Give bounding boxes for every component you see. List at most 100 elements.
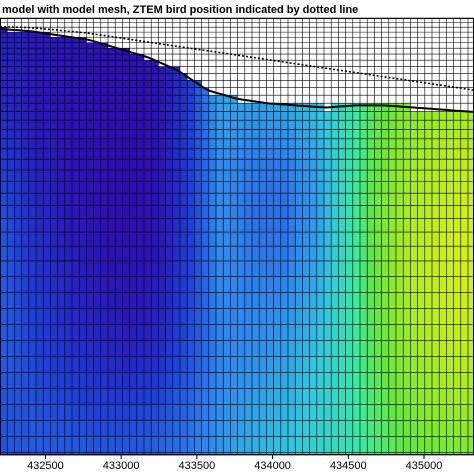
air-cell: [100, 18, 109, 23]
heatmap-cell: [360, 170, 368, 182]
heatmap-cell: [194, 193, 203, 207]
heatmap-cell: [302, 420, 311, 437]
heatmap-cell: [432, 436, 440, 453]
heatmap-cell: [432, 308, 440, 325]
heatmap-cell: [324, 372, 332, 389]
heatmap-cell: [338, 159, 347, 171]
air-cell: [280, 42, 289, 49]
air-cell: [108, 22, 116, 28]
heatmap-cell: [381, 452, 390, 456]
heatmap-cell: [324, 181, 332, 194]
heatmap-cell: [194, 436, 203, 453]
heatmap-cell: [136, 372, 145, 389]
heatmap-cell: [331, 181, 339, 194]
heatmap-cell: [36, 42, 44, 49]
air-cell: [252, 80, 260, 89]
air-cell: [352, 18, 361, 23]
heatmap-cell: [0, 170, 8, 182]
air-cell: [244, 48, 253, 55]
heatmap-cell: [64, 205, 73, 220]
heatmap-cell: [72, 340, 80, 357]
air-cell: [93, 22, 102, 28]
heatmap-cell: [432, 404, 440, 421]
heatmap-cell: [57, 80, 66, 89]
air-cell: [302, 54, 311, 61]
air-cell: [352, 66, 361, 74]
air-cell: [345, 22, 354, 28]
heatmap-cell: [165, 260, 174, 277]
air-cell: [338, 87, 347, 96]
heatmap-cell: [216, 388, 224, 405]
heatmap-cell: [100, 340, 109, 357]
air-cell: [316, 27, 325, 33]
heatmap-cell: [7, 37, 15, 44]
heatmap-cell: [468, 308, 474, 325]
heatmap-cell: [360, 120, 368, 130]
heatmap-cell: [216, 148, 224, 160]
air-cell: [165, 42, 174, 49]
heatmap-cell: [79, 42, 87, 49]
heatmap-cell: [36, 372, 44, 389]
heatmap-cell: [28, 308, 37, 325]
air-cell: [165, 60, 174, 68]
heatmap-cell: [115, 340, 123, 357]
heatmap-cell: [28, 356, 37, 373]
heatmap-cell: [230, 120, 239, 130]
heatmap-cell: [100, 232, 109, 247]
heatmap-cell: [36, 73, 44, 81]
air-cell: [367, 22, 375, 28]
air-cell: [410, 73, 419, 81]
heatmap-cell: [187, 324, 195, 341]
heatmap-cell: [64, 388, 73, 405]
heatmap-cell: [86, 111, 95, 121]
air-cell: [432, 87, 440, 96]
heatmap-cell: [194, 292, 203, 309]
air-cell: [403, 95, 411, 104]
heatmap-cell: [28, 324, 37, 341]
heatmap-cell: [352, 324, 361, 341]
air-cell: [208, 66, 217, 74]
heatmap-cell: [7, 103, 15, 113]
heatmap-cell: [201, 120, 210, 130]
heatmap-cell: [374, 356, 383, 373]
heatmap-cell: [338, 356, 347, 373]
air-cell: [280, 27, 289, 33]
heatmap-cell: [21, 42, 30, 49]
heatmap-cell: [273, 340, 282, 357]
heatmap-cell: [14, 32, 23, 38]
air-cell: [223, 87, 231, 96]
air-cell: [194, 18, 203, 23]
heatmap-cell: [194, 276, 203, 293]
heatmap-cell: [223, 436, 231, 453]
heatmap-cell: [7, 73, 15, 81]
air-cell: [280, 37, 289, 44]
air-cell: [252, 60, 260, 68]
heatmap-cell: [381, 181, 390, 194]
heatmap-cell: [273, 308, 282, 325]
air-cell: [374, 22, 383, 28]
air-cell: [295, 32, 303, 38]
heatmap-cell: [439, 148, 447, 160]
heatmap-cell: [100, 48, 109, 55]
heatmap-cell: [57, 232, 66, 247]
heatmap-cell: [273, 452, 282, 456]
heatmap-cell: [302, 218, 311, 233]
air-cell: [295, 95, 303, 104]
heatmap-cell: [381, 340, 390, 357]
air-cell: [381, 22, 390, 28]
heatmap-cell: [79, 388, 87, 405]
air-cell: [230, 87, 239, 96]
air-cell: [295, 80, 303, 89]
air-cell: [129, 22, 138, 28]
x-tick-label: 433500: [179, 460, 216, 472]
air-cell: [187, 18, 195, 23]
air-cell: [151, 18, 159, 23]
heatmap-cell: [302, 246, 311, 262]
heatmap-cell: [57, 87, 66, 96]
heatmap-cell: [0, 232, 8, 247]
heatmap-cell: [453, 218, 462, 233]
heatmap-cell: [424, 452, 433, 456]
heatmap-cell: [144, 66, 152, 74]
heatmap-cell: [136, 420, 145, 437]
heatmap-cell: [79, 452, 87, 456]
